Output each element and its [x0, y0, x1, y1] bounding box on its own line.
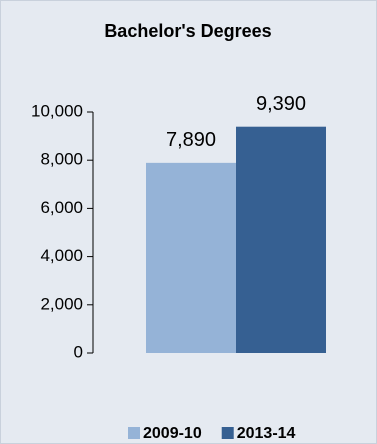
data-label: 7,890 — [166, 129, 216, 151]
y-tick-label: 8,000 — [40, 150, 83, 169]
data-label: 9,390 — [256, 93, 306, 115]
y-tick-label: 6,000 — [40, 198, 83, 217]
chart-title: Bachelor's Degrees — [104, 21, 271, 41]
legend-swatch — [128, 427, 140, 439]
legend-swatch — [221, 427, 234, 439]
y-tick-label: 2,000 — [40, 294, 83, 313]
y-tick-label: 4,000 — [40, 246, 83, 265]
y-tick-label: 0 — [74, 342, 83, 361]
y-tick-label: 10,000 — [31, 101, 83, 120]
legend-label: 2009-10 — [143, 425, 202, 442]
bar — [146, 162, 236, 353]
legend-label: 2013-14 — [237, 425, 296, 442]
bar — [236, 126, 326, 354]
